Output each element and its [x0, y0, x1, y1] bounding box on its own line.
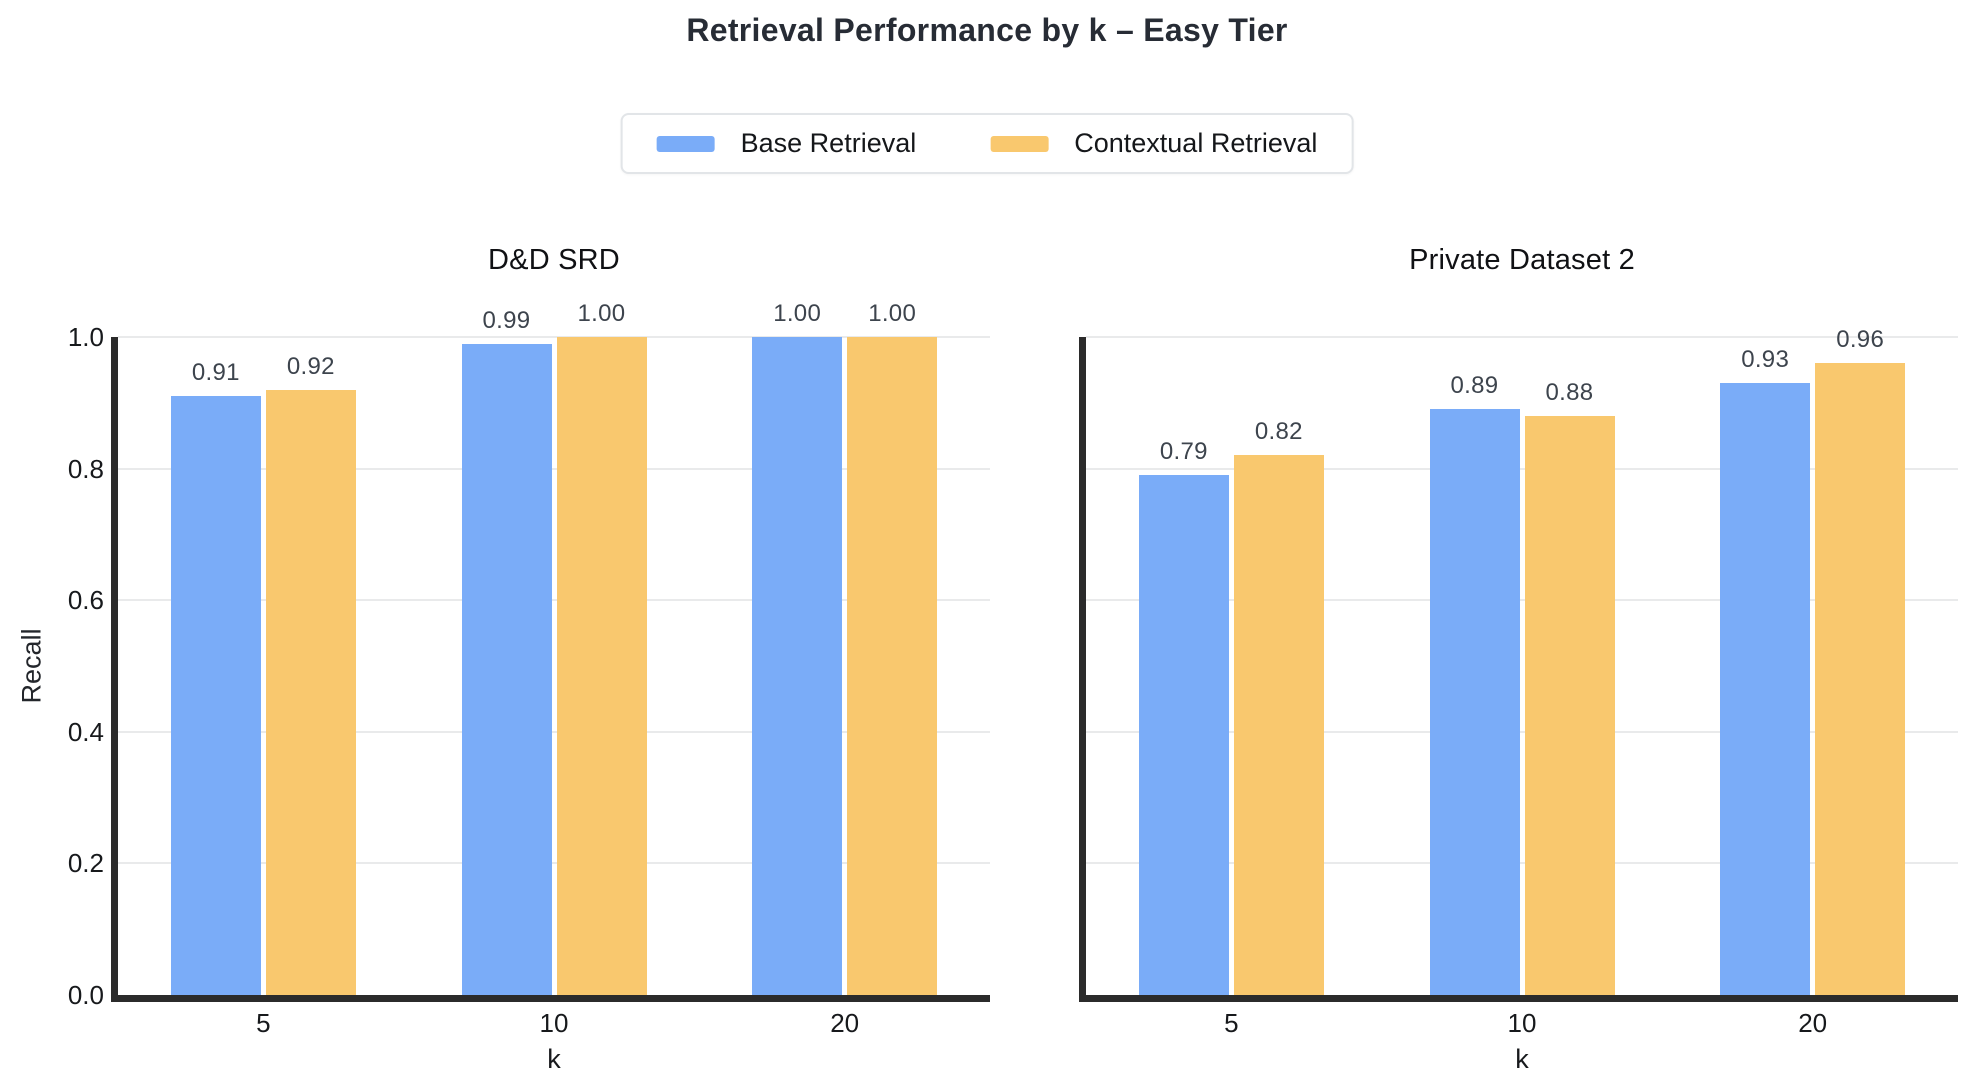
x-tick-20: 20 [1798, 1008, 1828, 1038]
bar-contextual-retrieval-k10 [1524, 415, 1615, 995]
gridline-0.8 [1086, 467, 1958, 470]
bar-value-label-contextual-retrieval-k10: 1.00 [577, 300, 626, 327]
y-tick-0.8: 0.8 [67, 453, 104, 484]
plot-area-0: 0.91 0.92 0.99 1.00 1.00 1.00 [111, 300, 990, 1002]
x-tick-20: 20 [830, 1008, 860, 1038]
subplot-title-dnd-srd: D&D SRD [488, 244, 620, 276]
x-tick-5: 5 [256, 1008, 271, 1038]
gridline-0.8 [118, 467, 990, 470]
bar-value-label-contextual-retrieval-k5: 0.92 [286, 352, 335, 380]
plot-area-1: 0.79 0.82 0.89 0.88 0.93 0.96 [1079, 326, 1958, 1002]
x-tick-labels-1: 5 10 20 [1086, 1008, 1958, 1040]
gridline-0.4 [1086, 730, 1958, 733]
bar-base-retrieval-k10 [461, 343, 552, 995]
bar-contextual-retrieval-k20 [1815, 363, 1906, 995]
subplot-title-private-dataset-2: Private Dataset 2 [1409, 244, 1635, 276]
bar-base-retrieval-k5 [1138, 475, 1229, 995]
figure-title: Retrieval Performance by k – Easy Tier [686, 12, 1288, 48]
x-tick-10: 10 [539, 1008, 569, 1038]
bar-contextual-retrieval-k5 [1233, 455, 1324, 995]
bar-contextual-retrieval-k20 [847, 337, 938, 995]
bar-value-label-contextual-retrieval-k5: 0.82 [1254, 418, 1303, 446]
x-tick-5: 5 [1224, 1008, 1239, 1038]
bar-value-label-base-retrieval-k10: 0.89 [1450, 372, 1499, 400]
legend-swatch-contextual-retrieval [990, 135, 1049, 152]
legend-item-base-retrieval: Base Retrieval [656, 128, 917, 159]
y-tick-0.0: 0.0 [67, 980, 104, 1010]
legend: Base Retrieval Contextual Retrieval [620, 113, 1354, 174]
gridline-0.4 [118, 730, 990, 733]
bar-base-retrieval-k20 [752, 337, 843, 995]
legend-swatch-base-retrieval [656, 135, 715, 152]
y-tick-0.2: 0.2 [67, 848, 104, 879]
bar-value-label-contextual-retrieval-k20: 0.96 [1836, 326, 1885, 354]
gridline-0.2 [1086, 862, 1958, 865]
bar-base-retrieval-k20 [1720, 383, 1811, 995]
y-tick-0.4: 0.4 [67, 716, 104, 747]
gridline-0.6 [1086, 599, 1958, 602]
bar-value-label-base-retrieval-k10: 0.99 [482, 306, 531, 334]
legend-item-contextual-retrieval: Contextual Retrieval [990, 128, 1317, 159]
gridline-0.2 [118, 862, 990, 865]
x-tick-labels-0: 5 10 20 [118, 1008, 990, 1040]
y-tick-labels: 0.0 0.2 0.4 0.6 0.8 1.0 [36, 322, 104, 1010]
bar-value-label-base-retrieval-k20: 0.93 [1741, 346, 1790, 374]
x-axis-label-0: k [547, 1044, 561, 1074]
gridline-1.0 [118, 336, 990, 338]
bar-contextual-retrieval-k10 [556, 337, 647, 995]
y-tick-0.6: 0.6 [67, 585, 104, 616]
bar-value-label-base-retrieval-k20: 1.00 [773, 300, 822, 327]
bar-value-label-base-retrieval-k5: 0.91 [191, 359, 240, 387]
legend-label-base-retrieval: Base Retrieval [740, 128, 917, 158]
gridline-1.0 [1086, 336, 1958, 338]
bar-base-retrieval-k10 [1429, 409, 1520, 995]
gridline-0.6 [118, 599, 990, 602]
bar-value-label-contextual-retrieval-k10: 0.88 [1545, 378, 1594, 406]
bar-contextual-retrieval-k5 [265, 389, 356, 995]
bar-value-label-base-retrieval-k5: 0.79 [1159, 438, 1208, 466]
x-axis-label-1: k [1515, 1044, 1529, 1074]
bar-base-retrieval-k5 [170, 396, 261, 995]
bar-value-label-contextual-retrieval-k20: 1.00 [868, 300, 917, 327]
y-tick-1.0: 1.0 [67, 322, 104, 352]
x-tick-10: 10 [1507, 1008, 1537, 1038]
legend-label-contextual-retrieval: Contextual Retrieval [1074, 128, 1318, 158]
